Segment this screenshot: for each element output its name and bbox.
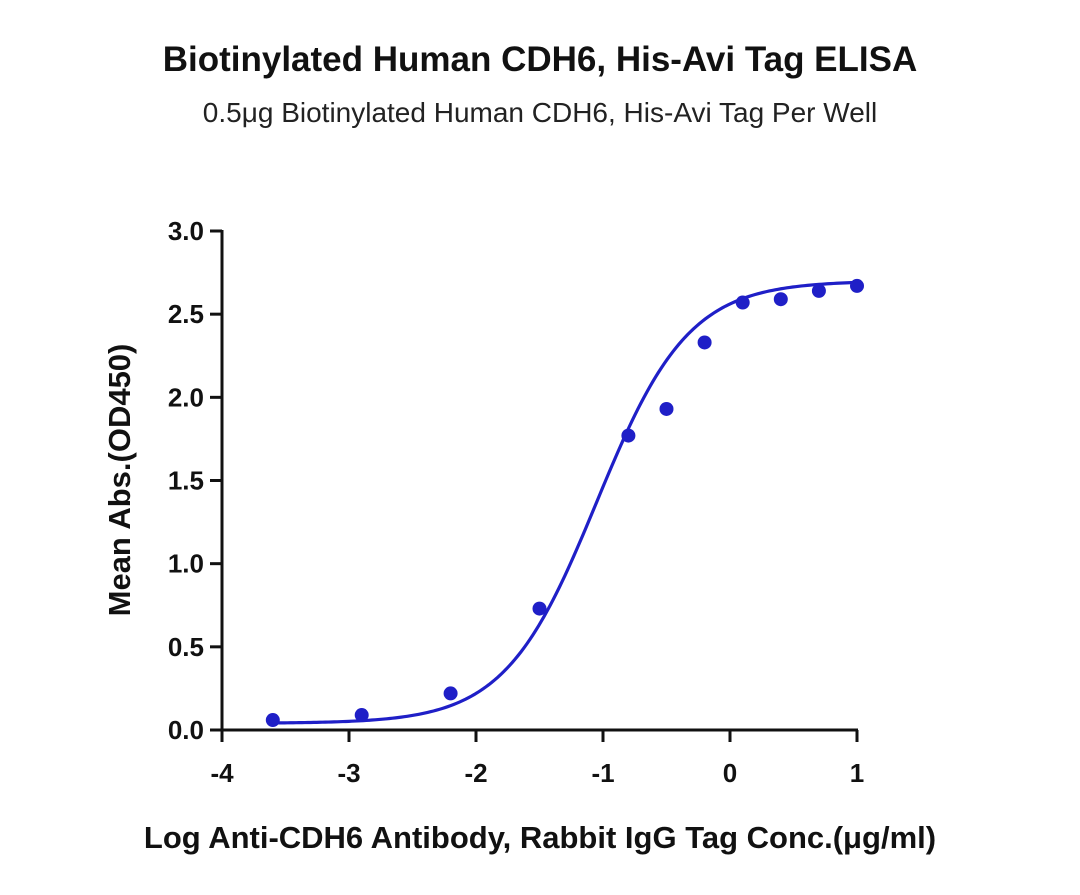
fit-curve-line bbox=[272, 280, 858, 725]
data-point bbox=[850, 278, 864, 293]
data-point bbox=[735, 295, 750, 310]
data-point bbox=[773, 292, 788, 307]
x-tick-label: 1 bbox=[850, 758, 864, 788]
y-tick-label: 1.0 bbox=[168, 549, 204, 579]
fit-curve-layer bbox=[272, 280, 858, 725]
data-point bbox=[621, 428, 636, 443]
x-tick-label: -2 bbox=[464, 758, 487, 788]
chart-title: Biotinylated Human CDH6, His-Avi Tag ELI… bbox=[162, 40, 918, 79]
data-point bbox=[532, 601, 547, 616]
y-tick-label: 1.5 bbox=[168, 466, 204, 496]
data-point bbox=[659, 401, 674, 416]
data-point bbox=[265, 713, 280, 728]
data-points-layer bbox=[265, 278, 864, 728]
y-tick-label: 0.5 bbox=[168, 632, 204, 662]
x-tick-label: -1 bbox=[591, 758, 614, 788]
y-axis-label: Mean Abs.(OD450) bbox=[102, 344, 137, 617]
data-point bbox=[354, 708, 369, 723]
x-axis-label: Log Anti-CDH6 Antibody, Rabbit IgG Tag C… bbox=[144, 820, 936, 855]
x-tick-label: -4 bbox=[210, 758, 234, 788]
x-tick-label: 0 bbox=[723, 758, 737, 788]
chart-subtitle: 0.5μg Biotinylated Human CDH6, His-Avi T… bbox=[202, 97, 878, 128]
data-point bbox=[443, 686, 458, 701]
y-tick-label: 2.0 bbox=[168, 382, 204, 412]
data-point bbox=[697, 335, 712, 350]
y-tick-label: 2.5 bbox=[168, 299, 204, 329]
y-tick-label: 3.0 bbox=[168, 216, 204, 246]
y-tick-label: 0.0 bbox=[168, 715, 204, 745]
data-point bbox=[811, 283, 826, 298]
axes: 0.0 0.5 1.0 1.5 2.0 2.5 3.0 -4 -3 -2 -1 0 1 bbox=[168, 216, 864, 788]
x-tick-label: -3 bbox=[337, 758, 360, 788]
